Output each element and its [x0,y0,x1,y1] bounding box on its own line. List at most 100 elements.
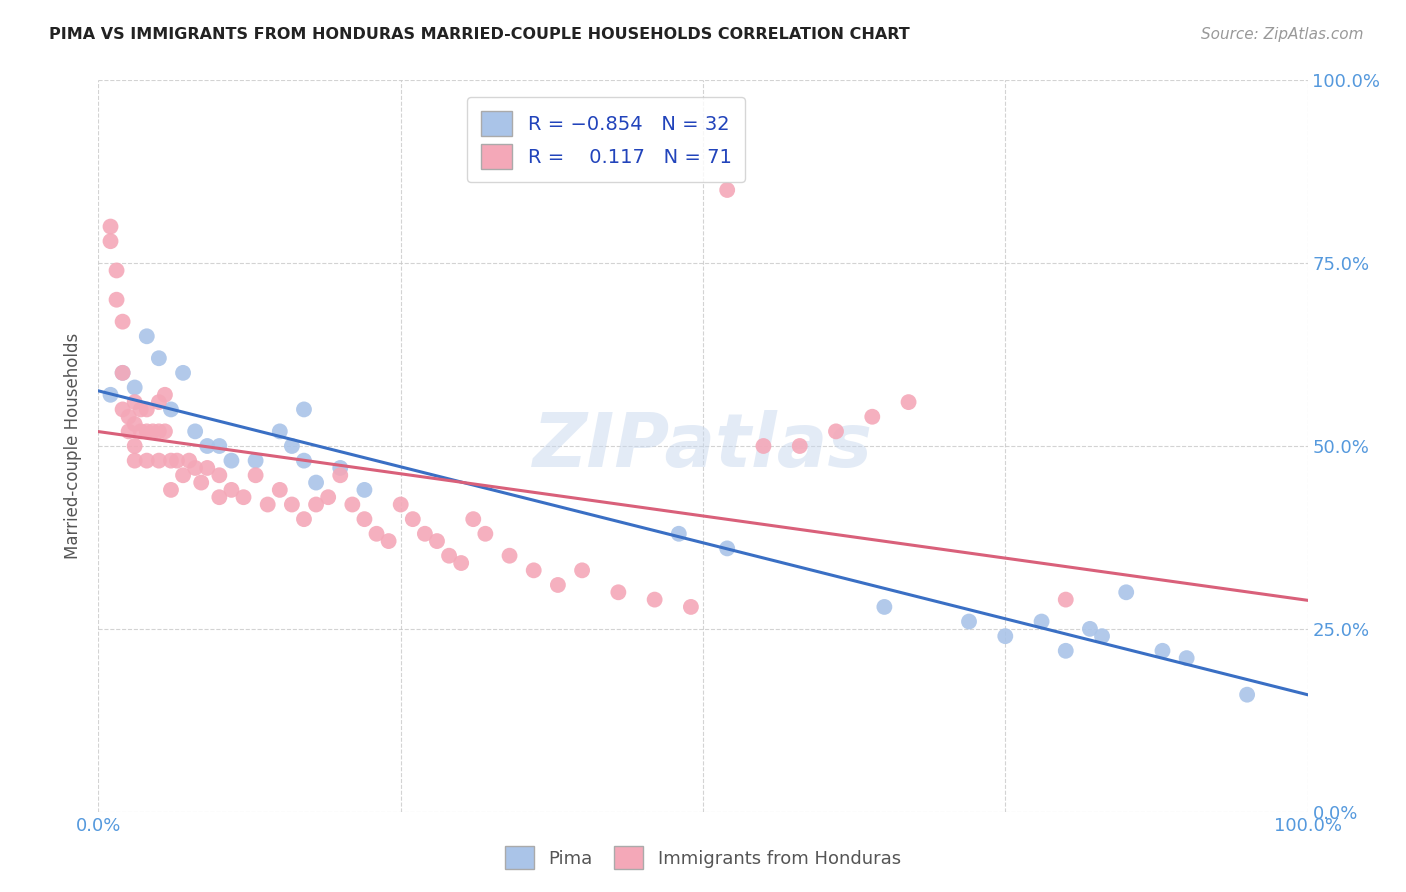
Point [679,599,702,614]
Point [111,402,134,417]
Point [208,439,231,453]
Point [281,439,304,453]
Point [292,512,315,526]
Point [148,351,170,366]
Point [1078,622,1101,636]
Point [124,380,146,394]
Point [547,578,569,592]
Point [124,453,146,467]
Point [1175,651,1198,665]
Point [142,425,165,439]
Text: ZIPatlas: ZIPatlas [533,409,873,483]
Y-axis label: Married-couple Households: Married-couple Households [63,333,82,559]
Point [305,498,328,512]
Point [305,475,328,490]
Point [124,395,146,409]
Point [437,549,460,563]
Point [668,526,690,541]
Point [1031,615,1053,629]
Point [221,453,243,467]
Point [129,402,152,417]
Point [111,315,134,329]
Point [111,366,134,380]
Point [897,395,920,409]
Point [148,425,170,439]
Point [160,402,183,417]
Point [269,483,291,497]
Point [789,439,811,453]
Point [135,453,157,467]
Point [353,483,375,497]
Point [118,409,141,424]
Point [184,425,207,439]
Point [208,490,231,504]
Point [105,263,128,277]
Point [329,461,352,475]
Point [389,498,412,512]
Point [184,461,207,475]
Point [100,219,122,234]
Point [172,468,194,483]
Point [607,585,630,599]
Point [148,453,170,467]
Point [366,526,388,541]
Point [166,453,188,467]
Point [1054,592,1077,607]
Point [716,183,738,197]
Point [463,512,485,526]
Text: Source: ZipAtlas.com: Source: ZipAtlas.com [1201,27,1364,42]
Point [1091,629,1114,643]
Point [825,425,848,439]
Point [292,402,315,417]
Point [179,453,201,467]
Point [172,366,194,380]
Point [426,534,449,549]
Point [232,490,254,504]
Point [105,293,128,307]
Point [752,439,775,453]
Legend: R = −0.854   N = 32, R =    0.117   N = 71: R = −0.854 N = 32, R = 0.117 N = 71 [467,97,745,182]
Point [1236,688,1258,702]
Point [1054,644,1077,658]
Point [353,512,375,526]
Point [245,453,267,467]
Point [195,439,218,453]
Point [100,234,122,248]
Point [957,615,980,629]
Point [153,425,176,439]
Point [195,461,218,475]
Point [118,425,141,439]
Point [1115,585,1137,599]
Point [873,599,896,614]
Point [148,395,170,409]
Point [316,490,339,504]
Text: PIMA VS IMMIGRANTS FROM HONDURAS MARRIED-COUPLE HOUSEHOLDS CORRELATION CHART: PIMA VS IMMIGRANTS FROM HONDURAS MARRIED… [49,27,910,42]
Point [208,468,231,483]
Point [281,498,304,512]
Point [292,453,315,467]
Point [342,498,364,512]
Point [1152,644,1174,658]
Point [245,468,267,483]
Point [256,498,278,512]
Point [111,366,134,380]
Point [644,592,666,607]
Point [124,417,146,431]
Point [135,425,157,439]
Point [153,388,176,402]
Point [269,425,291,439]
Legend: Pima, Immigrants from Honduras: Pima, Immigrants from Honduras [496,838,910,879]
Point [329,468,352,483]
Point [860,409,883,424]
Point [377,534,399,549]
Point [498,549,520,563]
Point [100,388,122,402]
Point [124,439,146,453]
Point [402,512,425,526]
Point [160,453,183,467]
Point [190,475,212,490]
Point [413,526,436,541]
Point [135,329,157,343]
Point [523,563,546,577]
Point [160,483,183,497]
